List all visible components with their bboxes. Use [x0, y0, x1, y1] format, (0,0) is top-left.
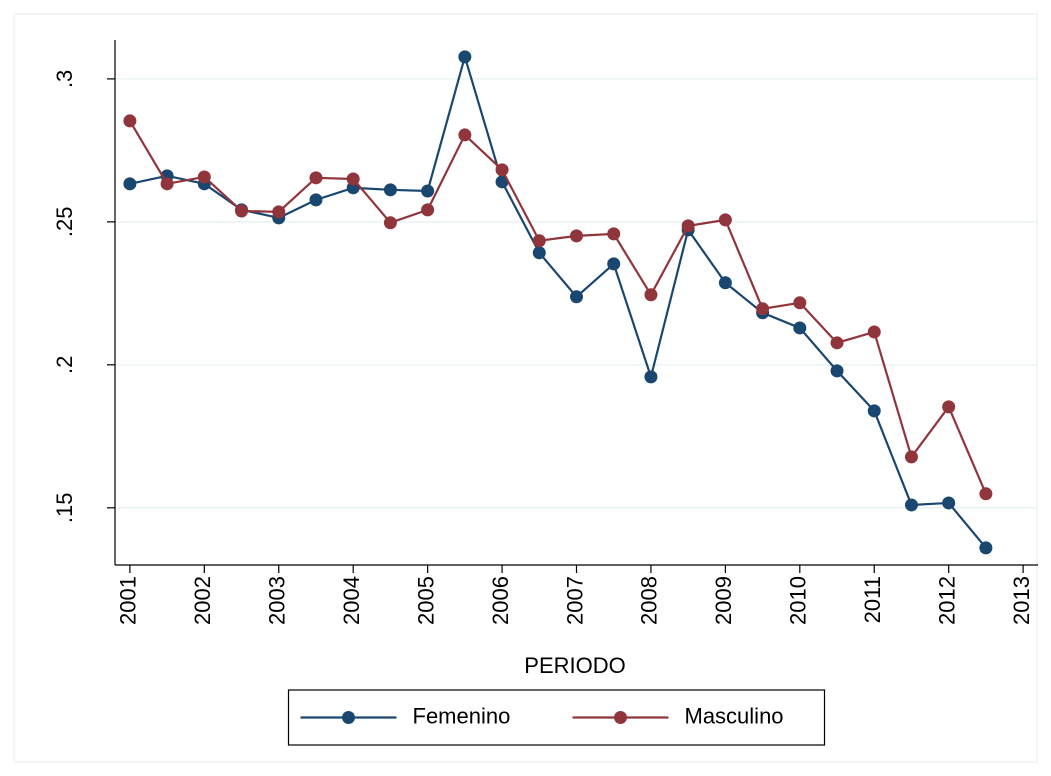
y-tick-label: .25 — [52, 207, 77, 238]
x-tick-label: 2002 — [190, 576, 215, 625]
x-tick-label: 2008 — [637, 576, 662, 625]
point — [681, 219, 695, 233]
legend-marker — [614, 711, 627, 724]
point — [942, 400, 956, 414]
x-tick-label: 2010 — [786, 576, 811, 625]
point — [309, 193, 323, 207]
point — [718, 213, 732, 227]
point — [383, 183, 397, 197]
point — [607, 257, 621, 271]
point — [830, 364, 844, 378]
point — [756, 302, 770, 316]
point — [123, 177, 137, 191]
point — [644, 288, 658, 302]
point — [904, 450, 918, 464]
point — [867, 404, 881, 418]
point — [570, 229, 583, 243]
legend-marker — [342, 711, 355, 724]
y-tick-label: .2 — [52, 356, 77, 374]
point — [495, 175, 509, 189]
point — [532, 234, 546, 248]
point — [830, 336, 844, 350]
point — [421, 203, 435, 217]
point — [495, 163, 509, 177]
point — [421, 184, 435, 198]
point — [160, 177, 174, 191]
point — [383, 216, 397, 230]
point — [793, 321, 807, 335]
x-axis-label: PERIODO — [524, 653, 625, 678]
point — [309, 171, 323, 185]
chart-frame — [13, 13, 1038, 763]
point — [607, 227, 621, 241]
x-tick-label: 2013 — [1009, 576, 1034, 625]
point — [793, 296, 807, 310]
x-tick-label: 2003 — [265, 576, 290, 625]
point — [272, 205, 286, 219]
legend-label: Femenino — [413, 703, 511, 728]
point — [570, 290, 583, 304]
point — [979, 487, 993, 501]
point — [197, 170, 211, 184]
x-tick-label: 2012 — [934, 576, 959, 625]
x-tick-label: 2007 — [562, 576, 587, 625]
point — [235, 204, 249, 218]
x-tick-label: 2011 — [860, 576, 885, 623]
point — [644, 370, 658, 384]
point — [458, 128, 472, 142]
point — [718, 276, 732, 290]
y-tick-label: .3 — [52, 70, 77, 88]
point — [123, 114, 137, 128]
x-tick-label: 2004 — [339, 576, 364, 625]
point — [979, 541, 993, 555]
legend-label: Masculino — [685, 703, 784, 728]
x-tick-label: 2006 — [488, 576, 513, 625]
point — [458, 50, 472, 64]
point — [532, 246, 546, 260]
point — [904, 498, 918, 512]
x-tick-label: 2005 — [413, 576, 438, 625]
x-tick-label: 2009 — [711, 576, 736, 625]
point — [867, 325, 881, 339]
point — [346, 172, 360, 186]
x-tick-label: 2001 — [116, 576, 141, 625]
y-tick-label: .15 — [52, 493, 77, 524]
point — [942, 496, 956, 510]
